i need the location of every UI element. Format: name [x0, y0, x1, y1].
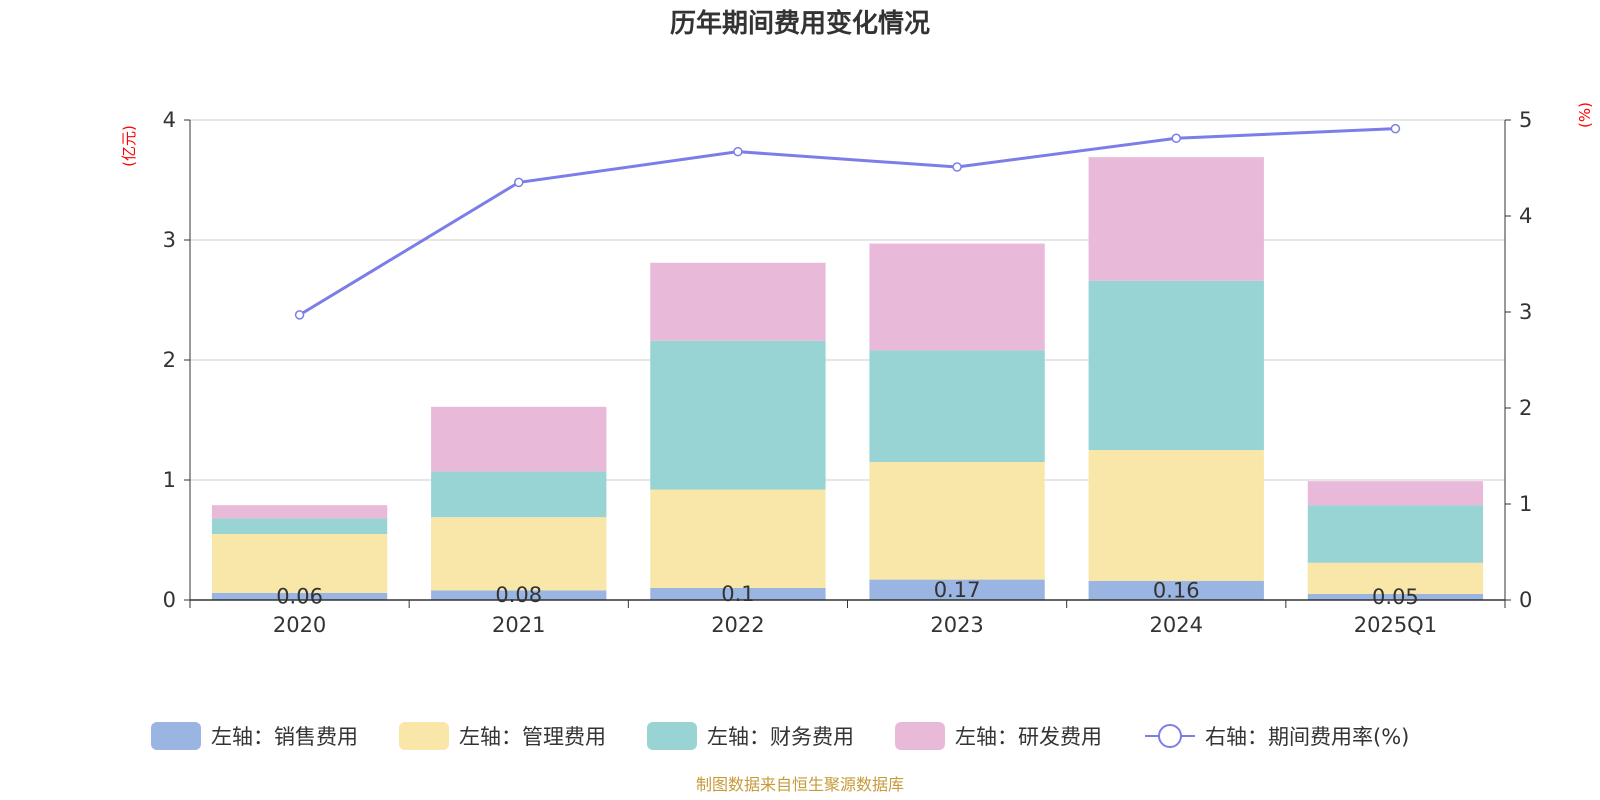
- bar-2-1: [431, 471, 607, 518]
- right-tick-label-0: 0: [1519, 588, 1532, 612]
- source-note: 制图数据来自恒生聚源数据库: [696, 775, 904, 794]
- chart-title: 历年期间费用变化情况: [670, 8, 930, 39]
- x-tick-label-3: 2023: [930, 613, 983, 637]
- bar-0-5: [1307, 594, 1484, 600]
- bar-2-3: [869, 350, 1045, 462]
- right-tick-label-4: 4: [1519, 204, 1532, 228]
- bar-3-3: [869, 243, 1045, 351]
- bar-label-0: 0.06: [276, 584, 323, 608]
- legend-item-2[interactable]: 左轴：财务费用: [647, 722, 854, 750]
- left-axis-unit: (亿元): [120, 125, 138, 167]
- bar-1-4: [1088, 450, 1264, 581]
- legend-swatch-2: [647, 722, 697, 750]
- legend-item-0[interactable]: 左轴：销售费用: [151, 722, 358, 750]
- left-tick-label-4: 4: [163, 108, 176, 132]
- left-tick-label-2: 2: [163, 348, 176, 372]
- legend-label-3: 左轴：研发费用: [955, 725, 1102, 749]
- x-tick-label-2: 2022: [711, 613, 764, 637]
- legend-item-1[interactable]: 左轴：管理费用: [399, 722, 606, 750]
- right-axis-unit: (%): [1576, 102, 1594, 128]
- line-layer: [294, 123, 1401, 320]
- bar-label-3: 0.17: [934, 578, 981, 602]
- axis-layer: 0 1 2 3 4 0 1 2 3 4 5 2020 2021 2022 2023 2024 2025Q1: [163, 108, 1533, 637]
- x-tick-label-0: 2020: [273, 613, 326, 637]
- left-tick-label-0: 0: [163, 588, 176, 612]
- rate-point-2: [733, 146, 743, 157]
- bar-1-5: [1307, 562, 1484, 594]
- legend-label-1: 左轴：管理费用: [459, 725, 606, 749]
- right-tick-label-2: 2: [1519, 396, 1532, 420]
- right-tick-label-5: 5: [1519, 108, 1532, 132]
- bar-2-0: [211, 518, 388, 534]
- rate-point-4: [1171, 133, 1181, 143]
- rate-point-5: [1390, 123, 1401, 134]
- legend-label-4: 右轴：期间费用率(%): [1205, 725, 1409, 749]
- bar-1-3: [869, 462, 1045, 580]
- legend[interactable]: 左轴：销售费用 左轴：管理费用 左轴：财务费用 左轴：研发费用 右轴：期间费用率(%): [151, 722, 1409, 750]
- left-tick-label-1: 1: [163, 468, 176, 492]
- bar-1-2: [650, 489, 826, 588]
- legend-item-4[interactable]: 右轴：期间费用率(%): [1145, 724, 1409, 749]
- x-tick-label-5: 2025Q1: [1354, 613, 1437, 637]
- rate-line-0: [298, 127, 1396, 317]
- legend-marker-4: [1158, 724, 1182, 748]
- bar-0-0: [211, 592, 388, 600]
- left-tick-label-3: 3: [163, 228, 176, 252]
- legend-swatch-1: [399, 722, 449, 750]
- bar-3-2: [650, 262, 826, 341]
- legend-swatch-0: [151, 722, 201, 750]
- bar-3-4: [1088, 157, 1264, 281]
- x-tick-label-4: 2024: [1150, 613, 1203, 637]
- bar-2-4: [1088, 280, 1264, 450]
- bar-2-5: [1307, 505, 1484, 563]
- bar-label-5: 0.05: [1372, 585, 1419, 609]
- grid-layer: [190, 119, 1505, 481]
- bar-1-1: [431, 517, 607, 591]
- bar-label-4: 0.16: [1153, 578, 1200, 602]
- rate-point-0: [294, 310, 305, 320]
- bar-0-4: [1088, 580, 1264, 600]
- bar-2-2: [650, 340, 826, 490]
- bar-label-1: 0.08: [495, 583, 542, 607]
- right-tick-label-3: 3: [1519, 300, 1532, 324]
- legend-label-2: 左轴：财务费用: [707, 725, 854, 749]
- right-tick-label-1: 1: [1519, 492, 1532, 516]
- bar-1-0: [211, 534, 388, 593]
- bar-3-5: [1307, 481, 1484, 506]
- bar-3-1: [431, 406, 607, 472]
- rate-point-3: [952, 162, 962, 172]
- legend-swatch-3: [895, 722, 945, 750]
- x-tick-label-1: 2021: [492, 613, 545, 637]
- legend-label-0: 左轴：销售费用: [211, 725, 358, 749]
- bar-label-2: 0.1: [721, 582, 754, 606]
- bar-0-1: [431, 590, 607, 600]
- bar-0-2: [650, 588, 826, 600]
- bars-layer: 0.06 0.08 0.1 0.17 0.16 0.05: [211, 157, 1484, 609]
- rate-point-1: [514, 177, 524, 188]
- bar-3-0: [211, 505, 388, 519]
- legend-item-3[interactable]: 左轴：研发费用: [895, 722, 1102, 750]
- bar-0-3: [869, 579, 1045, 600]
